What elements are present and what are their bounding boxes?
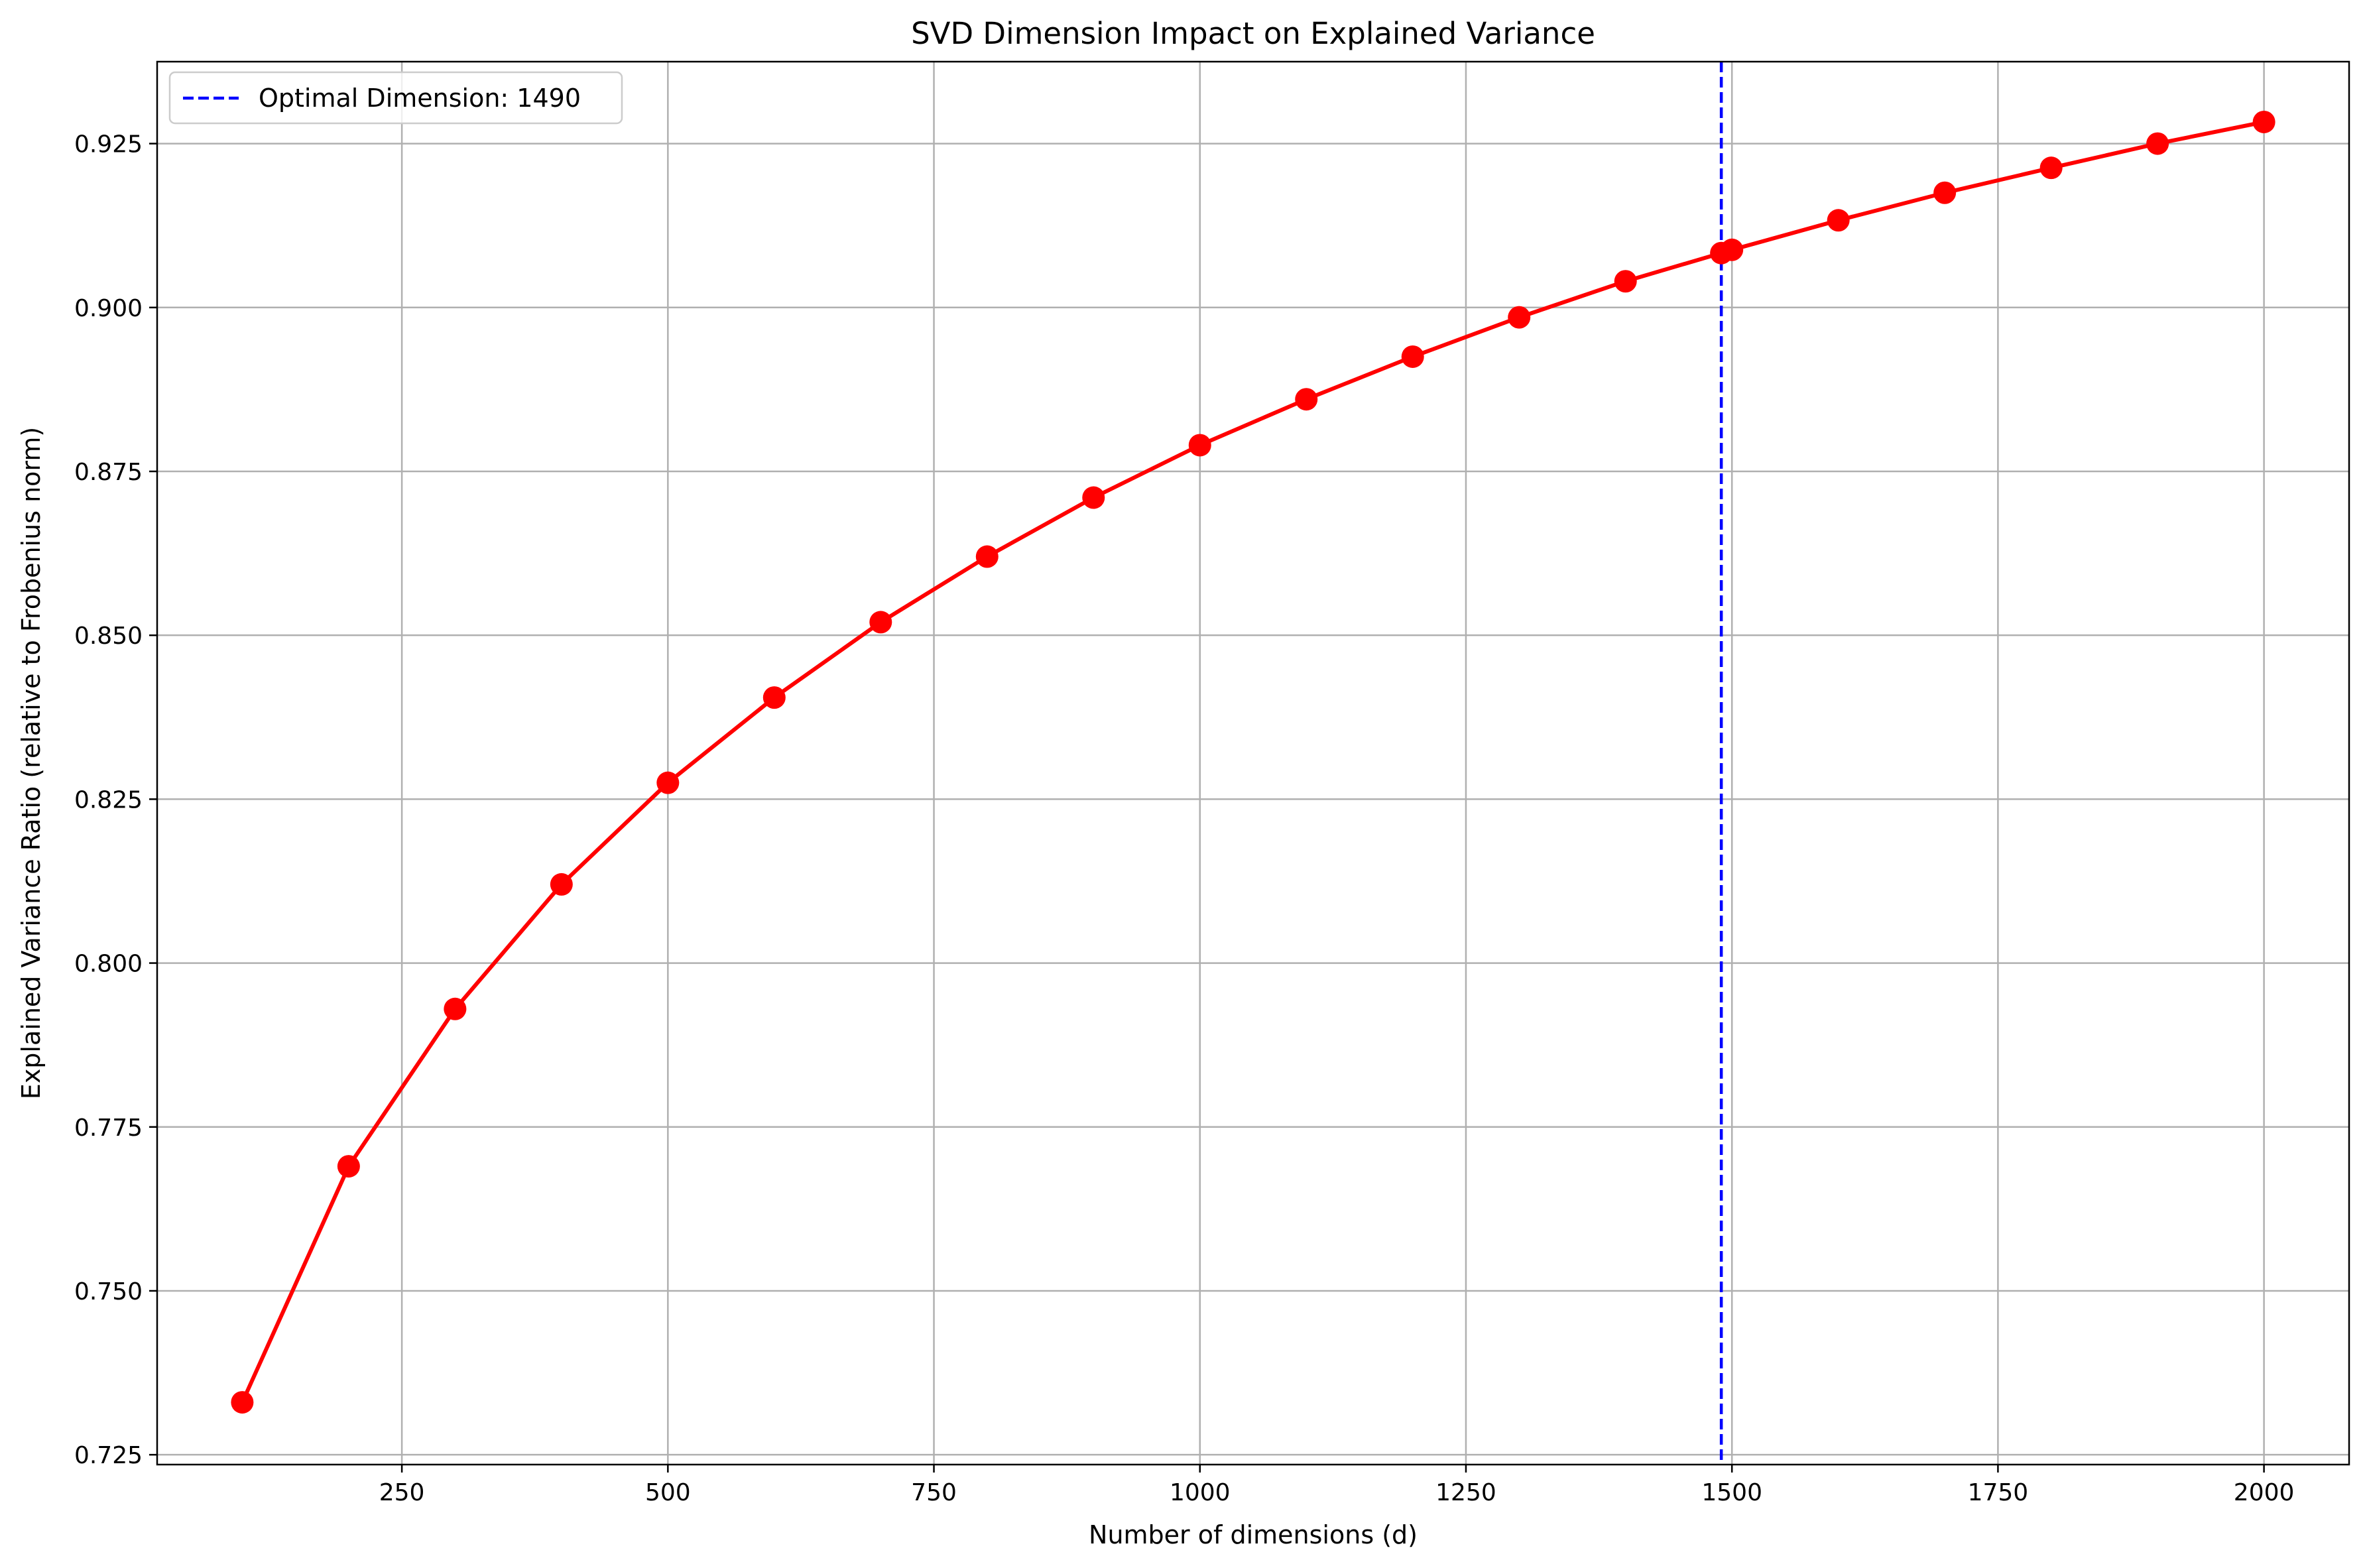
legend-entry-optimal-dimension: Optimal Dimension: 1490 <box>259 84 581 113</box>
data-point <box>1188 434 1211 457</box>
series-explained-variance <box>231 110 2276 1414</box>
x-tick-label: 500 <box>645 1479 691 1506</box>
chart-title: SVD Dimension Impact on Explained Varian… <box>911 16 1595 51</box>
data-point <box>1082 486 1105 509</box>
data-point <box>337 1155 360 1178</box>
data-point <box>1933 181 1957 204</box>
data-point <box>869 611 892 634</box>
data-point <box>1614 270 1637 293</box>
y-tick-label: 0.925 <box>74 131 143 158</box>
data-point <box>2039 156 2063 180</box>
y-axis-label: Explained Variance Ratio (relative to Fr… <box>17 427 46 1099</box>
legend: Optimal Dimension: 1490 <box>168 71 623 125</box>
legend-box <box>168 71 623 125</box>
y-tick-label: 0.825 <box>74 786 143 814</box>
x-axis-ticks: 250 500 750 1000 1250 1500 1750 2000 <box>379 1465 2295 1506</box>
data-point <box>1827 209 1850 232</box>
y-tick-label: 0.800 <box>74 951 143 978</box>
data-point <box>762 686 786 709</box>
data-point <box>1401 345 1424 368</box>
data-point <box>1295 388 1318 411</box>
data-point <box>1721 238 1744 261</box>
y-tick-label: 0.775 <box>74 1115 143 1142</box>
plot-frame <box>156 60 2350 1466</box>
x-tick-label: 2000 <box>2234 1479 2295 1506</box>
y-tick-label: 0.900 <box>74 295 143 322</box>
x-tick-label: 1000 <box>1170 1479 1231 1506</box>
data-point <box>231 1391 254 1414</box>
grid-lines <box>157 62 2349 1465</box>
x-tick-label: 1250 <box>1435 1479 1496 1506</box>
y-tick-label: 0.875 <box>74 459 143 486</box>
y-axis-ticks: 0.725 0.750 0.775 0.800 0.825 0.850 0.875 0.900… <box>74 131 157 1469</box>
x-tick-label: 750 <box>911 1479 957 1506</box>
data-point <box>656 771 680 794</box>
data-point <box>2146 132 2169 155</box>
y-tick-label: 0.725 <box>74 1442 143 1469</box>
x-tick-label: 1500 <box>1701 1479 1762 1506</box>
data-point <box>1508 306 1531 329</box>
data-point <box>2252 110 2276 133</box>
x-tick-label: 250 <box>379 1479 425 1506</box>
data-point <box>550 873 573 896</box>
data-point <box>975 545 999 568</box>
y-tick-label: 0.850 <box>74 623 143 650</box>
y-tick-label: 0.750 <box>74 1278 143 1305</box>
x-axis-label: Number of dimensions (d) <box>1089 1520 1418 1549</box>
data-point <box>444 997 467 1020</box>
x-tick-label: 1750 <box>1968 1479 2029 1506</box>
